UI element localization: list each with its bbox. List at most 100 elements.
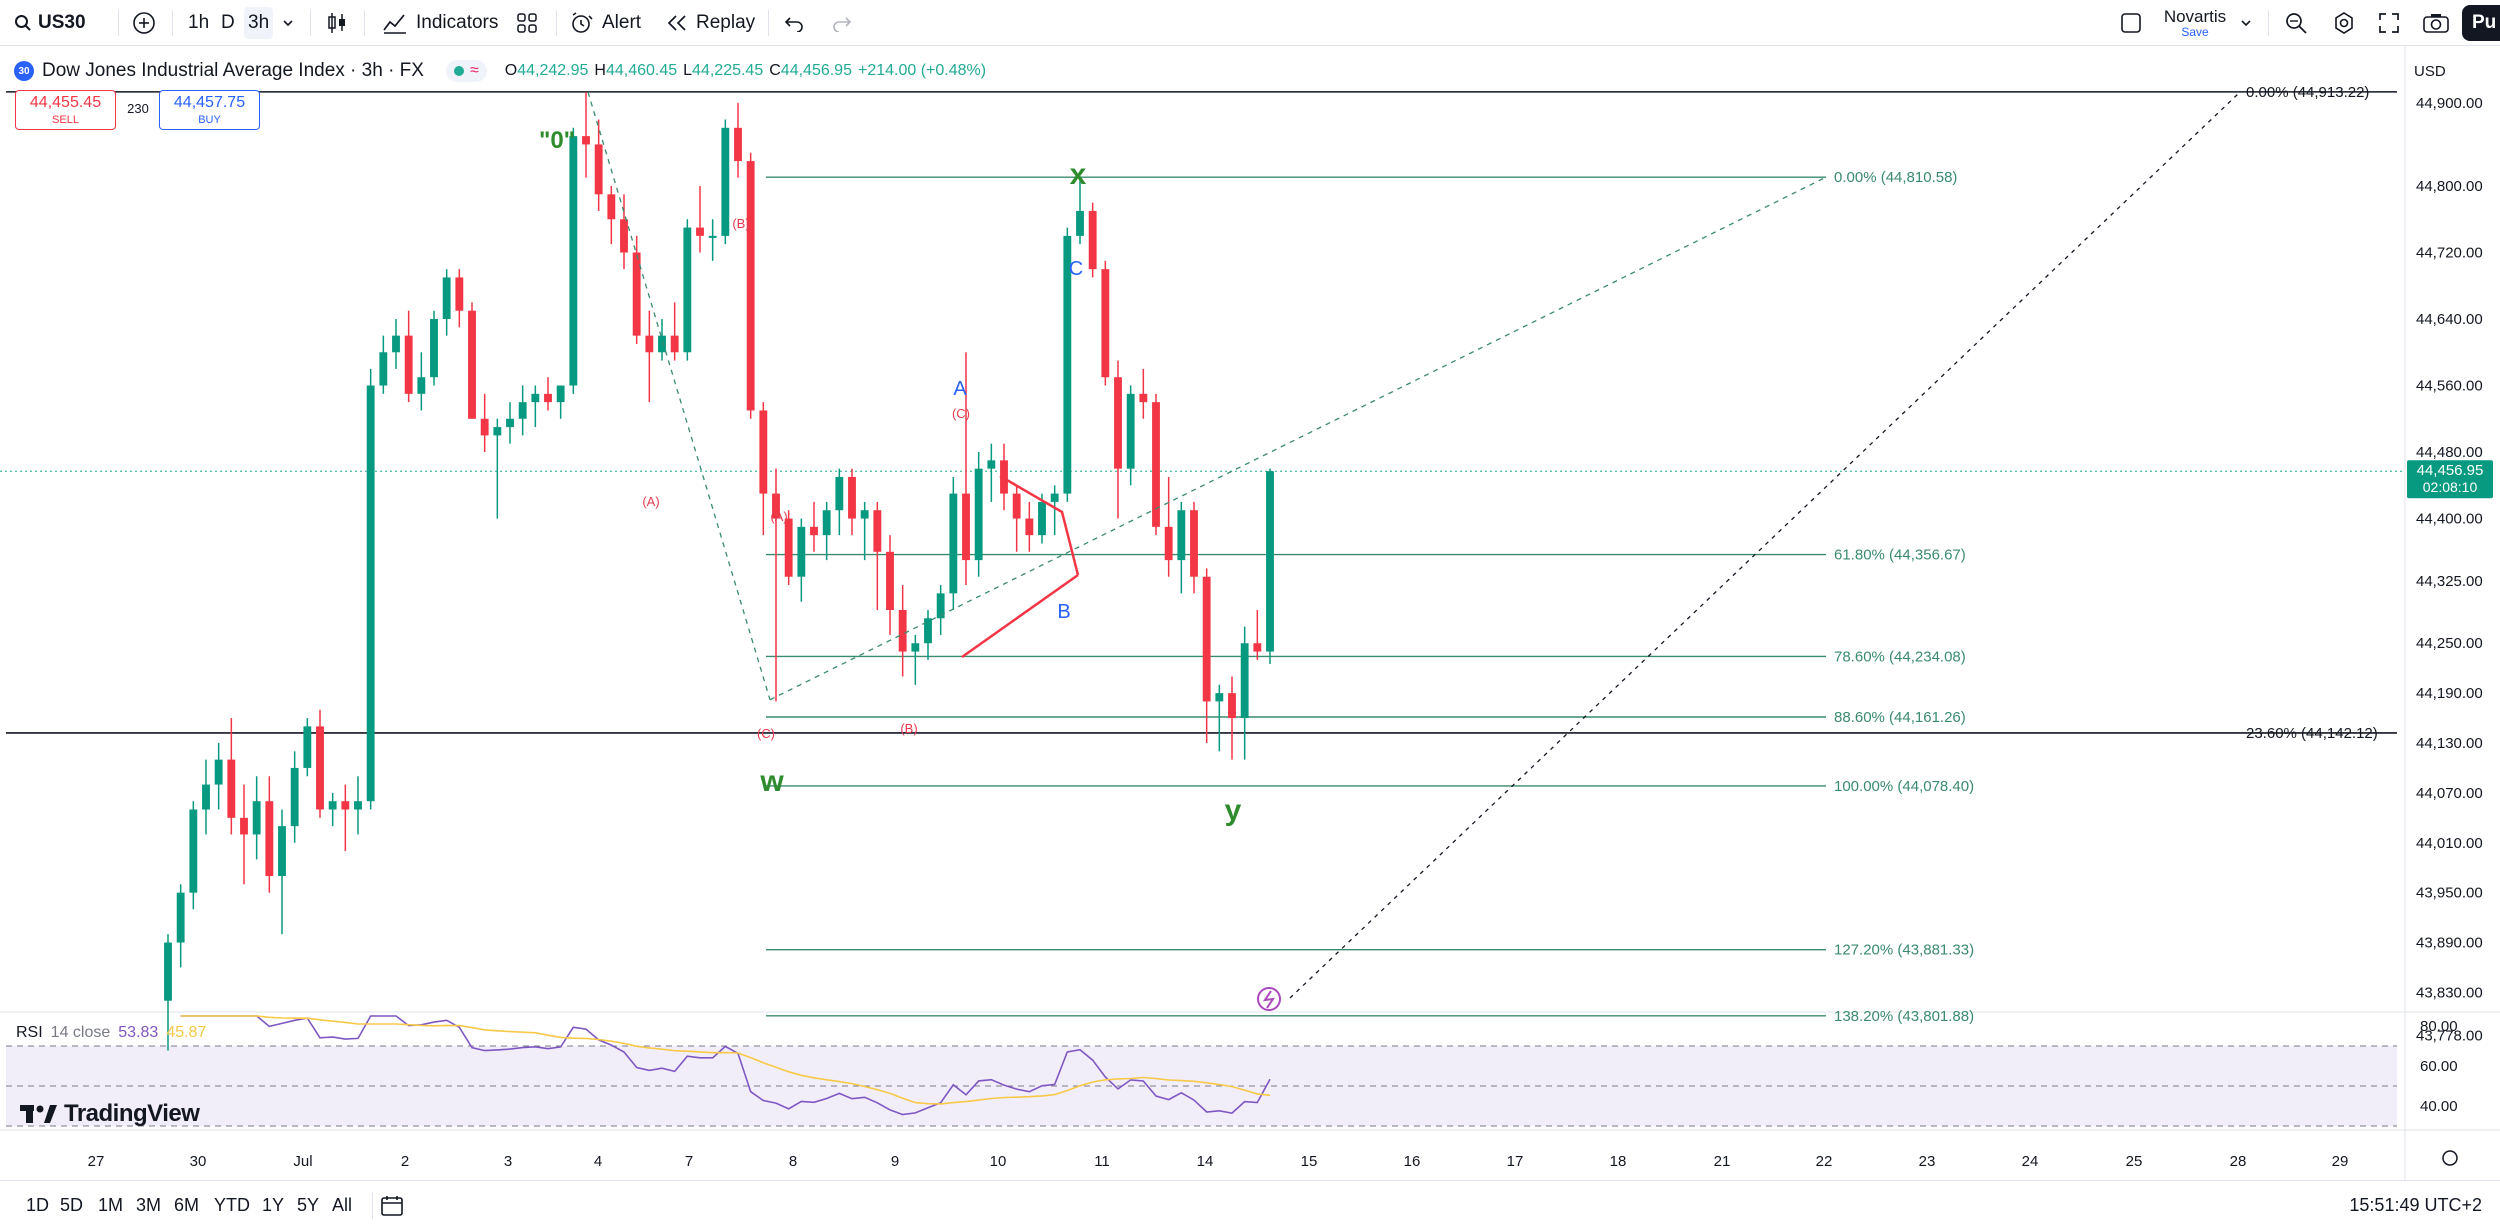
candle-body — [1266, 471, 1274, 652]
rewind-icon — [667, 15, 686, 31]
quick-search-button[interactable] — [2284, 0, 2308, 46]
candle-body — [252, 801, 261, 835]
candle-body — [354, 801, 362, 810]
redo-button[interactable] — [832, 0, 852, 46]
templates-button[interactable] — [516, 0, 538, 46]
market-open-dot — [453, 66, 464, 76]
date-range-button[interactable] — [380, 1181, 404, 1229]
fib-level-label: 61.80% (44,356.67) — [1834, 547, 1966, 564]
candle-body — [1228, 693, 1236, 719]
x-tick-label: 8 — [789, 1153, 797, 1170]
x-tick-label: 21 — [1714, 1153, 1731, 1170]
timeframe-3h[interactable]: 3h — [244, 7, 274, 39]
snapshot-button[interactable] — [2422, 0, 2450, 46]
wave-label-major: y — [1225, 794, 1242, 827]
range-5d[interactable]: 5D — [60, 1195, 84, 1215]
layout-checkbox[interactable] — [2120, 0, 2142, 46]
timeframe-1h[interactable]: 1h — [188, 12, 210, 33]
publish-button[interactable]: Pu — [2462, 5, 2500, 41]
x-tick-label: 4 — [594, 1153, 602, 1170]
fib-level-label: 127.20% (43,881.33) — [1834, 942, 1974, 959]
candle-body — [696, 227, 704, 236]
wave-label-sub: (A) — [770, 509, 787, 524]
y-tick-label: 44,010.00 — [2416, 835, 2483, 852]
candle-body — [214, 759, 223, 785]
candle-body — [1253, 643, 1262, 652]
chart-title[interactable]: Dow Jones Industrial Average Index · 3h … — [42, 60, 424, 81]
candle-body — [886, 551, 894, 610]
candle-body — [632, 252, 641, 336]
wave-label-minor: B — [1057, 601, 1070, 623]
x-tick-label: 3 — [504, 1153, 512, 1170]
candle-body — [1152, 402, 1160, 527]
replay-button[interactable]: Replay — [666, 0, 755, 46]
range-1y[interactable]: 1Y — [262, 1195, 285, 1215]
buy-price: 44,457.75 — [173, 94, 246, 111]
alert-button[interactable]: Alert — [570, 0, 641, 46]
range-1d[interactable]: 1D — [26, 1195, 50, 1215]
layout-name-button[interactable]: Novartis Save — [2162, 0, 2228, 46]
rsi-params: 14 close — [50, 1024, 111, 1041]
timeframe-d[interactable]: D — [221, 12, 235, 33]
brand-name: TradingView — [64, 1100, 200, 1127]
y-tick-label: 44,070.00 — [2416, 785, 2483, 802]
utc-clock[interactable]: 15:51:49 UTC+2 — [2349, 1195, 2482, 1215]
fib-level-label: 0.00% (44,810.58) — [1834, 169, 1957, 186]
indicators-button[interactable]: Indicators — [382, 0, 498, 46]
timeframe-dropdown[interactable] — [282, 0, 294, 46]
candle-body — [1101, 269, 1110, 378]
currency-selector[interactable]: USD — [2414, 62, 2446, 80]
candle-body — [1126, 393, 1135, 469]
candle-body — [493, 427, 502, 436]
fib-extension-line — [769, 176, 1827, 701]
candle-body — [936, 593, 945, 619]
range-ytd[interactable]: YTD — [214, 1195, 250, 1215]
candle-body — [974, 468, 983, 561]
candle-body — [404, 335, 413, 394]
last-price-tag — [2407, 460, 2493, 499]
y-tick-label: 44,400.00 — [2416, 511, 2483, 528]
candle-body — [1164, 526, 1173, 561]
replay-label: Replay — [696, 12, 756, 33]
buy-label: BUY — [198, 114, 221, 126]
candle-body — [784, 518, 793, 577]
range-5y[interactable]: 5Y — [297, 1195, 320, 1215]
candle-body — [873, 510, 882, 552]
range-1m[interactable]: 1M — [98, 1195, 124, 1215]
x-tick-label: 16 — [1404, 1153, 1421, 1170]
candle-body — [772, 493, 780, 519]
x-tick-label: 28 — [2230, 1153, 2247, 1170]
layout-dropdown[interactable] — [2240, 0, 2252, 46]
candle-body — [683, 227, 692, 353]
buy-button[interactable]: 44,457.75 BUY — [159, 90, 260, 130]
range-all[interactable]: All — [332, 1195, 353, 1215]
settings-button[interactable] — [2332, 0, 2356, 46]
x-tick-label: 22 — [1816, 1153, 1833, 1170]
range-6m[interactable]: 6M — [174, 1195, 200, 1215]
chart-type-button[interactable] — [326, 0, 348, 46]
square-icon — [2121, 13, 2141, 33]
undo-button[interactable] — [784, 0, 804, 46]
candle-body — [189, 809, 198, 893]
tradingview-logo[interactable]: TradingView — [20, 1100, 200, 1128]
market-status-pill[interactable]: ≈ — [445, 60, 487, 82]
sell-button[interactable]: 44,455.45 SELL — [15, 90, 116, 130]
symbol-search[interactable]: US30 — [14, 0, 86, 46]
x-tick-label: 17 — [1507, 1153, 1524, 1170]
candle-body — [1076, 210, 1084, 236]
rsi-ma-line — [180, 1015, 1271, 1105]
layout-save-label: Save — [2181, 24, 2209, 39]
projection-line — [1289, 91, 2241, 999]
range-3m[interactable]: 3M — [136, 1195, 162, 1215]
change-value: +214.00 (+0.48%) — [857, 62, 987, 79]
y-tick-label: 43,830.00 — [2416, 984, 2483, 1001]
candle-body — [860, 510, 869, 519]
compare-symbol-button[interactable] — [132, 0, 156, 46]
chart-area[interactable]: 0.00% (44,913.22) 23.60% (44,142.12) 0.00%… — [0, 46, 2500, 1180]
y-tick-label: 44,800.00 — [2416, 178, 2483, 195]
fullscreen-button[interactable] — [2378, 0, 2400, 46]
candle-body — [227, 759, 236, 818]
y-tick-label: 44,190.00 — [2416, 685, 2483, 702]
triangle-lower — [961, 573, 1079, 659]
y-tick-label: 44,720.00 — [2416, 245, 2483, 262]
